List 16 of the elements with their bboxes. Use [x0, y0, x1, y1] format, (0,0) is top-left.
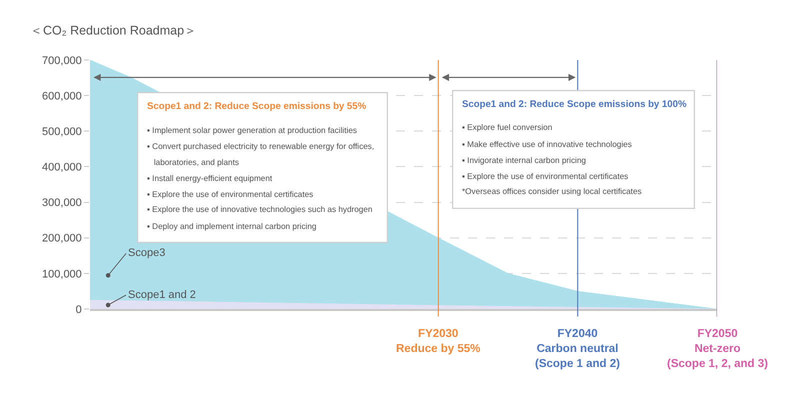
- series-label: Scope3: [128, 247, 166, 259]
- y-tick-label: 500,000: [42, 126, 82, 138]
- y-tick-label: 400,000: [42, 162, 82, 174]
- ref-line-label: FY2050 Net-zero (Scope 1, 2, and 3): [667, 328, 768, 370]
- y-tick-label: 0: [76, 304, 82, 316]
- ref-line-label: FY2040 Carbon neutral (Scope 1 and 2): [535, 328, 620, 370]
- y-tick-label: 300,000: [42, 197, 82, 210]
- series-label: Scope1 and 2: [128, 289, 196, 301]
- y-tick-label: 200,000: [42, 232, 82, 245]
- y-tick-label: 100,000: [42, 268, 82, 280]
- text: Scope1 and 2: Reduce Scope emissions by 100% ▪ Explore fuel conversion ▪ Make effective use of innovative technologies ▪ Invigorate internal carbon pricing ▪ Explore the use of environmental certificates *Overseas offices consider using local certificates: [462, 99, 686, 196]
- chart-title: ＜CO₂ Reduction Roadmap＞: [30, 23, 198, 38]
- ref-line-label: FY2030 Reduce by 55%: [396, 328, 480, 355]
- y-tick-label: 700,000: [42, 54, 82, 67]
- text: Scope1 and 2: Reduce Scope emissions by 55% ▪ Implement solar power generation at production facilities ▪ Convert purchased electricity to renewable energy for offices, laboratories, and plants ▪ Install energy-efficient equipment ▪ Explore the use of environmental certificates ▪ Explore the use of innovative technologies such as hydrogen ▪ Deploy and implement internal carbon pricing: [147, 101, 374, 231]
- y-tick-label: 600,000: [42, 90, 82, 102]
